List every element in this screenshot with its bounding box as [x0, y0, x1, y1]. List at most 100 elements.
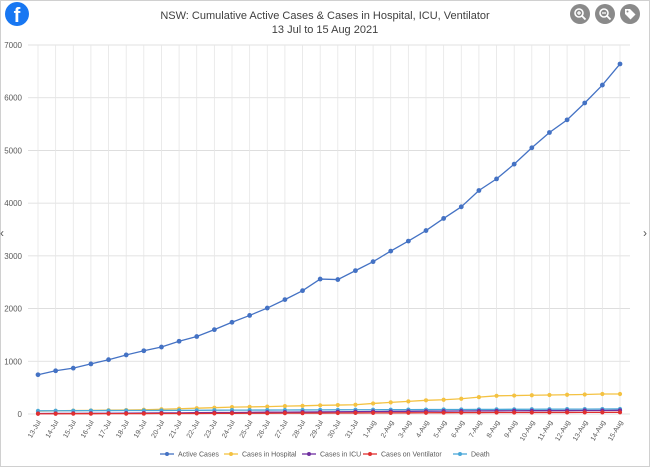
x-tick-label: 5-Aug — [433, 419, 448, 439]
data-point — [88, 361, 94, 367]
legend-swatch-marker — [307, 452, 311, 456]
data-point — [370, 410, 376, 415]
series-layer — [35, 61, 623, 416]
data-point — [582, 410, 587, 415]
x-tick-label: 22-Jul — [186, 419, 202, 439]
data-point — [282, 403, 288, 409]
data-point — [441, 397, 446, 402]
data-point — [88, 411, 94, 416]
data-point — [423, 228, 429, 233]
zoom-out-button[interactable] — [595, 4, 615, 24]
x-tick-label: 20-Jul — [151, 419, 167, 439]
data-point — [459, 396, 464, 401]
data-point — [264, 305, 270, 311]
data-point — [176, 411, 182, 416]
x-tick-label: 14-Aug — [590, 419, 607, 442]
data-point — [547, 392, 552, 398]
data-point — [353, 410, 358, 416]
x-tick-label: 28-Jul — [292, 419, 308, 439]
grid-lines — [28, 44, 630, 415]
data-point — [459, 410, 464, 415]
y-axis: 0 1000 2000 3000 4000 5000 6000 7000 — [4, 41, 22, 419]
data-point — [423, 398, 429, 403]
x-tick-label: 10-Aug — [519, 419, 536, 442]
x-tick-label: 17-Jul — [98, 419, 114, 439]
data-point — [229, 411, 235, 416]
data-point — [512, 393, 517, 398]
data-point — [441, 216, 447, 221]
x-tick-label: 30-Jul — [327, 419, 343, 439]
data-point — [476, 410, 482, 415]
x-tick-label: 15-Jul — [62, 419, 78, 439]
legend-swatch-marker — [229, 452, 233, 456]
zoom-in-icon — [574, 8, 587, 21]
zoom-in-button[interactable] — [570, 4, 590, 24]
data-point — [476, 188, 482, 193]
data-point — [318, 410, 323, 416]
data-point — [247, 404, 252, 409]
data-point — [582, 100, 588, 106]
data-point — [600, 391, 605, 397]
y-tick-label: 5000 — [4, 146, 22, 155]
y-tick-label: 6000 — [4, 94, 22, 103]
x-tick-label: 4-Aug — [415, 419, 430, 439]
data-point — [617, 61, 623, 67]
x-tick-label: 21-Jul — [168, 419, 184, 439]
x-tick-label: 7-Aug — [468, 419, 483, 439]
x-tick-label: 3-Aug — [398, 419, 413, 439]
data-point — [247, 411, 252, 416]
data-point — [370, 259, 376, 265]
chart-title: NSW: Cumulative Active Cases & Cases in … — [160, 10, 490, 22]
x-tick-label: 2-Aug — [380, 419, 395, 439]
data-point — [159, 411, 164, 416]
data-point — [564, 410, 570, 415]
tag-button[interactable] — [620, 4, 640, 24]
x-axis: 13-Jul 14-Jul 15-Jul 16-Jul 17-Jul 18-Jul 19-J… — [27, 419, 625, 442]
legend-label: Cases on Ventilator — [381, 452, 442, 459]
data-point — [229, 405, 235, 410]
facebook-logo-glyph: f — [13, 5, 21, 26]
data-point — [406, 399, 411, 404]
y-tick-label: 3000 — [4, 252, 22, 261]
data-point — [300, 411, 305, 416]
legend-label: Cases in Hospital — [242, 452, 297, 459]
series-line — [37, 408, 621, 412]
data-point — [600, 410, 605, 415]
data-point — [617, 391, 623, 397]
data-point — [494, 176, 499, 182]
data-point — [176, 338, 182, 344]
x-tick-label: 24-Jul — [221, 419, 237, 439]
data-point — [123, 352, 129, 358]
data-point — [529, 393, 534, 398]
data-point — [265, 404, 270, 409]
legend-swatch-marker — [458, 452, 462, 456]
y-tick-label: 0 — [18, 410, 23, 419]
facebook-icon[interactable]: f — [5, 2, 29, 26]
zoom-out-icon — [599, 8, 612, 21]
data-point — [353, 402, 358, 407]
x-tick-label: 25-Jul — [239, 419, 255, 439]
data-point — [282, 297, 288, 303]
data-point — [53, 411, 58, 416]
data-point — [194, 334, 200, 339]
data-point — [106, 411, 111, 416]
x-tick-label: 9-Aug — [504, 419, 519, 439]
data-point — [529, 145, 535, 151]
data-point — [582, 392, 587, 397]
data-point — [494, 410, 499, 415]
data-point — [35, 372, 41, 378]
x-tick-label: 13-Jul — [27, 419, 43, 439]
data-point — [564, 117, 570, 123]
data-point — [547, 410, 552, 415]
data-point — [141, 411, 146, 416]
data-point — [458, 204, 464, 210]
scroll-left-icon[interactable]: ‹ — [0, 226, 4, 240]
data-point — [318, 403, 323, 408]
data-point — [476, 395, 482, 400]
legend-swatch-marker — [165, 452, 169, 456]
x-tick-label: 16-Jul — [80, 419, 96, 439]
scroll-right-icon[interactable]: › — [643, 226, 647, 240]
data-point — [212, 411, 217, 416]
data-point — [247, 313, 253, 318]
